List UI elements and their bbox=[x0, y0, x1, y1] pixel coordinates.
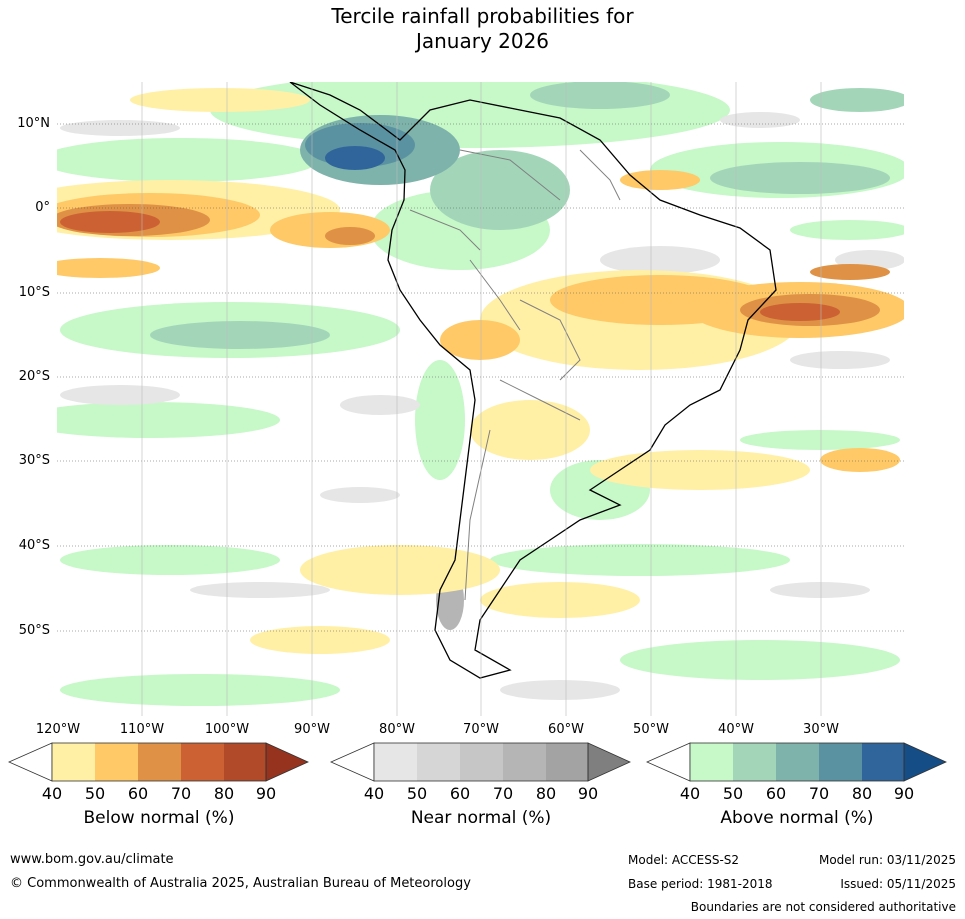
below-colorbar-swatch bbox=[138, 743, 181, 781]
above-normal-areas bbox=[57, 82, 904, 706]
near-tick-70: 70 bbox=[492, 784, 514, 803]
boundaries-disclaimer: Boundaries are not considered authoritat… bbox=[690, 900, 956, 914]
below-colorbar-min-arrow bbox=[8, 742, 53, 782]
near-colorbar-swatch bbox=[546, 743, 588, 781]
lon-label-40w: 40°W bbox=[718, 722, 754, 737]
model-name: Model: ACCESS-S2 bbox=[628, 853, 740, 867]
lon-label-120w: 120°W bbox=[35, 722, 81, 737]
below-colorbar-swatch bbox=[52, 743, 95, 781]
model-run-date: Model run: 03/11/2025 bbox=[818, 853, 956, 867]
continent-outline bbox=[289, 82, 777, 679]
above-normal-colorbar bbox=[646, 742, 947, 782]
near-tick-80: 80 bbox=[535, 784, 557, 803]
lon-label-80w: 80°W bbox=[379, 722, 415, 737]
above-colorbar-max-arrow bbox=[903, 742, 947, 782]
above-colorbar-swatch bbox=[776, 743, 819, 781]
above-tick-40: 40 bbox=[679, 784, 701, 803]
above-colorbar-swatch bbox=[733, 743, 776, 781]
lat-label-20s: 20°S bbox=[18, 369, 50, 384]
below-tick-70: 70 bbox=[170, 784, 192, 803]
website-url: www.bom.gov.au/climate bbox=[10, 852, 174, 867]
below-normal-colorbar bbox=[8, 742, 309, 782]
below-tick-40: 40 bbox=[41, 784, 63, 803]
lon-label-70w: 70°W bbox=[463, 722, 499, 737]
lat-label-10n: 10°N bbox=[17, 116, 50, 131]
near-colorbar-max-arrow bbox=[587, 742, 631, 782]
below-colorbar-swatch bbox=[224, 743, 266, 781]
lon-label-60w: 60°W bbox=[548, 722, 584, 737]
title-line-1: Tercile rainfall probabilities for bbox=[331, 4, 634, 28]
below-tick-50: 50 bbox=[84, 784, 106, 803]
near-tick-40: 40 bbox=[363, 784, 385, 803]
above-colorbar-swatch bbox=[690, 743, 733, 781]
below-tick-60: 60 bbox=[127, 784, 149, 803]
lat-label-40s: 40°S bbox=[18, 538, 50, 553]
above-tick-50: 50 bbox=[722, 784, 744, 803]
lat-label-50s: 50°S bbox=[18, 623, 50, 638]
near-tick-90: 90 bbox=[577, 784, 599, 803]
near-tick-50: 50 bbox=[406, 784, 428, 803]
near-colorbar-swatch bbox=[503, 743, 546, 781]
below-tick-90: 90 bbox=[255, 784, 277, 803]
near-colorbar-swatch bbox=[460, 743, 503, 781]
copyright-notice: © Commonwealth of Australia 2025, Austra… bbox=[10, 876, 471, 891]
near-colorbar-swatch bbox=[374, 743, 417, 781]
near-colorbar-swatch bbox=[417, 743, 460, 781]
above-tick-80: 80 bbox=[851, 784, 873, 803]
base-period: Base period: 1981-2018 bbox=[628, 877, 773, 891]
below-colorbar-swatch bbox=[95, 743, 138, 781]
issued-date: Issued: 05/11/2025 bbox=[840, 877, 956, 891]
lon-label-110w: 110°W bbox=[119, 722, 165, 737]
lon-label-50w: 50°W bbox=[633, 722, 669, 737]
country-boundaries bbox=[409, 149, 621, 601]
near-normal-label: Near normal (%) bbox=[410, 808, 552, 828]
above-colorbar-swatch bbox=[862, 743, 904, 781]
near-normal-colorbar bbox=[330, 742, 631, 782]
graticule bbox=[57, 123, 904, 632]
above-tick-70: 70 bbox=[808, 784, 830, 803]
longitude-lines bbox=[141, 82, 822, 716]
below-normal-areas bbox=[57, 88, 904, 654]
lon-label-100w: 100°W bbox=[204, 722, 250, 737]
below-normal-label: Below normal (%) bbox=[83, 808, 235, 828]
lat-label-30s: 30°S bbox=[18, 453, 50, 468]
above-tick-90: 90 bbox=[893, 784, 915, 803]
title-line-2: January 2026 bbox=[415, 29, 550, 53]
above-tick-60: 60 bbox=[765, 784, 787, 803]
near-colorbar-min-arrow bbox=[330, 742, 375, 782]
above-normal-label: Above normal (%) bbox=[720, 808, 874, 828]
above-colorbar-swatch bbox=[819, 743, 862, 781]
lon-label-90w: 90°W bbox=[294, 722, 330, 737]
above-colorbar-min-arrow bbox=[646, 742, 691, 782]
lon-label-30w: 30°W bbox=[803, 722, 839, 737]
near-tick-60: 60 bbox=[449, 784, 471, 803]
below-tick-80: 80 bbox=[213, 784, 235, 803]
lat-label-0: 0° bbox=[35, 200, 50, 215]
map-title: Tercile rainfall probabilities for Janua… bbox=[0, 4, 965, 54]
probability-field bbox=[57, 82, 904, 716]
below-colorbar-max-arrow bbox=[265, 742, 309, 782]
below-colorbar-swatch bbox=[181, 743, 224, 781]
lat-label-10s: 10°S bbox=[18, 285, 50, 300]
